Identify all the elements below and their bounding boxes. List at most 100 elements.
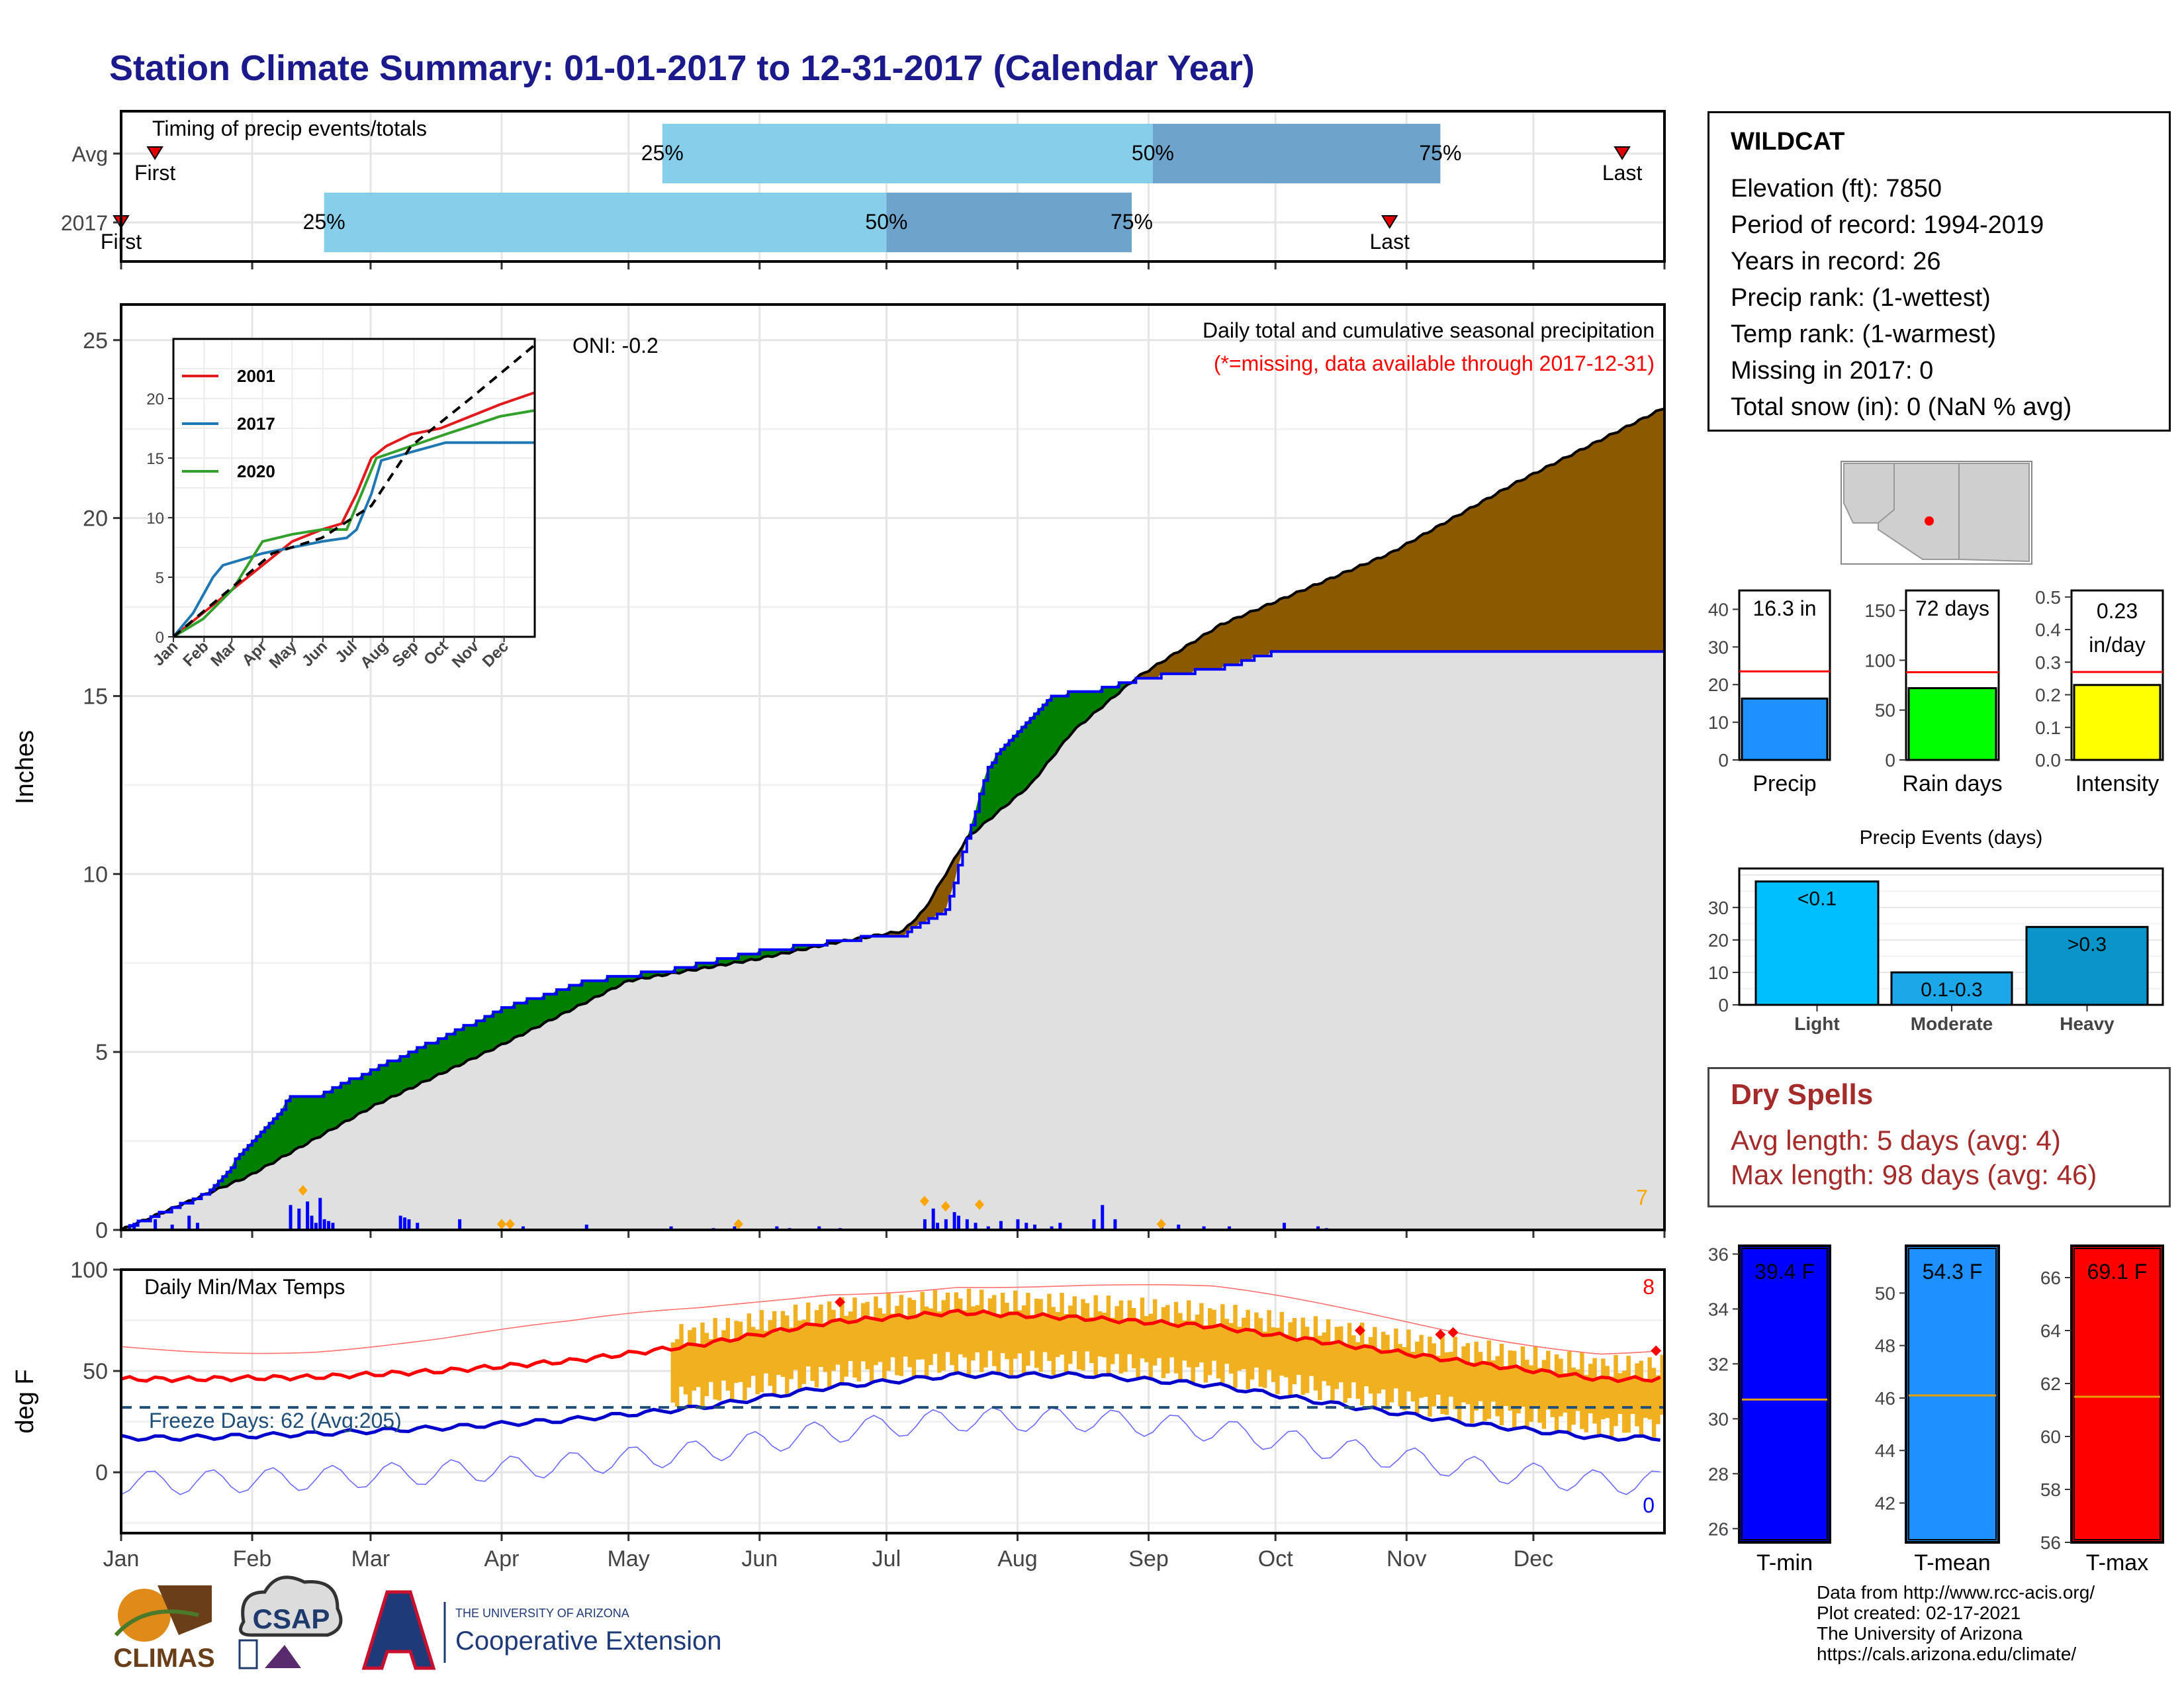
daily-precip-bar	[310, 1215, 314, 1230]
inset-series-line	[172, 409, 535, 638]
month-label: Mar	[351, 1546, 390, 1571]
ua-logo-a	[361, 1590, 436, 1670]
precip-events-ytick-label: 20	[1708, 930, 1729, 951]
p50-label: 50%	[865, 210, 907, 234]
timing-panel-label: Timing of precip events/totals	[152, 117, 427, 140]
dry-spells-max: Max length: 98 days (avg: 46)	[1731, 1159, 2097, 1190]
daily-precip-bar	[331, 1223, 335, 1230]
last-label: Last	[1369, 230, 1410, 254]
location-map	[1841, 461, 2032, 565]
below-avg-area	[121, 407, 1664, 1230]
temp-bar-ytick-label: 28	[1708, 1464, 1729, 1484]
daily-precip-bar	[1058, 1223, 1062, 1230]
temp-bar-ytick-label: 32	[1708, 1354, 1729, 1374]
month-label: May	[608, 1546, 650, 1571]
temp-bar-value-label: 39.4 F	[1754, 1260, 1815, 1284]
mini-bar-ytick-label: 0.0	[2035, 750, 2061, 771]
temp-panel-border	[120, 1268, 1666, 1534]
daily-precip-bar	[1282, 1223, 1286, 1230]
temp-bar-label: T-min	[1756, 1550, 1813, 1575]
precip-events-ytick-label: 0	[1718, 995, 1729, 1015]
station-location-dot	[1925, 516, 1934, 526]
station-period: Period of record: 1994-2019	[1731, 211, 2044, 239]
inset-ytick-label: 20	[146, 391, 164, 408]
daily-precip-bar	[936, 1223, 940, 1230]
first-marker	[146, 146, 163, 160]
extreme-precip-marker	[974, 1199, 984, 1210]
quartile-bar-upper	[886, 193, 1132, 252]
extreme-precip-marker	[940, 1201, 950, 1212]
temp-bar-ytick-label: 34	[1708, 1299, 1729, 1319]
daily-precip-bar	[154, 1219, 158, 1230]
p75-label: 75%	[1111, 210, 1153, 234]
extreme-precip-marker	[298, 1185, 308, 1196]
daily-precip-bar	[170, 1224, 174, 1230]
footer-line: The University of Arizona	[1817, 1623, 2023, 1644]
timing-row-label: 2017	[61, 211, 108, 235]
extreme-precip-marker	[919, 1196, 929, 1207]
inset-legend-label: 2020	[237, 461, 275, 481]
temp-corner-top: 8	[1643, 1275, 1655, 1299]
oni-label: ONI: -0.2	[572, 334, 659, 357]
temp-bar-ytick-label: 66	[2040, 1268, 2061, 1288]
daily-precip-bar	[923, 1219, 927, 1230]
precip-ytick-label: 0	[95, 1218, 108, 1243]
month-label: Dec	[1514, 1546, 1553, 1571]
precip-event-inner-label: >0.3	[2068, 933, 2107, 955]
temp-bar-inner-border	[1908, 1248, 1997, 1540]
dry-spells-title: Dry Spells	[1731, 1078, 1874, 1111]
mini-bar-ytick-label: 50	[1875, 700, 1895, 721]
mini-bar-ytick-label: 150	[1864, 600, 1895, 621]
daily-precip-bar	[416, 1223, 420, 1230]
extreme-precip-marker	[1156, 1219, 1166, 1230]
temp-bar-ytick-label: 60	[2040, 1427, 2061, 1447]
precip-event-bar	[1890, 971, 2013, 1006]
page-title: Station Climate Summary: 01-01-2017 to 1…	[109, 48, 1255, 88]
freeze-days-label: Freeze Days: 62 (Avg:205)	[149, 1409, 402, 1432]
station-elevation: Elevation (ft): 7850	[1731, 175, 1942, 203]
precip-corner-value: 7	[1636, 1186, 1648, 1209]
quartile-bar-lower	[324, 193, 887, 252]
precip-events-ytick-label: 10	[1708, 962, 1729, 983]
mini-bar-ytick-label: 0.5	[2035, 587, 2061, 608]
inset-legend-label: 2001	[237, 366, 275, 386]
station-precip-rank: Precip rank: (1-wettest)	[1731, 284, 1991, 312]
record-temp-marker	[1651, 1345, 1662, 1356]
daily-precip-bar	[187, 1215, 191, 1230]
inset-ytick-label: 5	[156, 569, 164, 587]
daily-precip-bar	[974, 1223, 978, 1230]
daily-precip-bar	[403, 1217, 407, 1230]
climas-logo-swoosh	[114, 1609, 199, 1637]
daily-precip-bar	[521, 1226, 525, 1230]
daily-precip-bar	[1024, 1223, 1028, 1230]
daily-precip-bar	[1227, 1226, 1231, 1230]
daily-precip-bar	[306, 1201, 310, 1230]
footer-credits: Data from http://www.rcc-acis.org/ Plot …	[1817, 1582, 2095, 1664]
month-label: Apr	[484, 1546, 520, 1571]
precip-events-border	[1738, 867, 2164, 1006]
temp-bar-ytick-label: 56	[2040, 1532, 2061, 1553]
footer-line: https://cals.arizona.edu/climate/	[1817, 1644, 2077, 1664]
daily-precip-bar	[931, 1208, 935, 1230]
temp-bar-label: T-mean	[1914, 1550, 1990, 1575]
temp-ylabel: deg F	[11, 1369, 39, 1433]
daily-precip-bar	[322, 1219, 326, 1230]
p75-label: 75%	[1419, 141, 1461, 165]
precip-ytick-label: 15	[83, 684, 108, 709]
daily-range-bars	[670, 1288, 1665, 1438]
record-temp-marker	[835, 1296, 846, 1307]
inset-border	[172, 338, 536, 638]
climas-logo-shape	[158, 1585, 212, 1635]
month-label: Aug	[997, 1546, 1038, 1571]
precip-ytick-label: 5	[95, 1040, 108, 1065]
temp-bar	[1738, 1244, 1831, 1544]
temp-bar-ytick-label: 42	[1875, 1493, 1895, 1514]
precip-ytick-label: 25	[83, 328, 108, 353]
mini-bar-label: Rain days	[1902, 771, 2002, 796]
station-missing: Missing in 2017: 0	[1731, 357, 1934, 385]
daily-precip-bar	[458, 1219, 462, 1230]
temp-ytick-label: 50	[83, 1359, 108, 1384]
daily-precip-bar	[1202, 1226, 1206, 1230]
